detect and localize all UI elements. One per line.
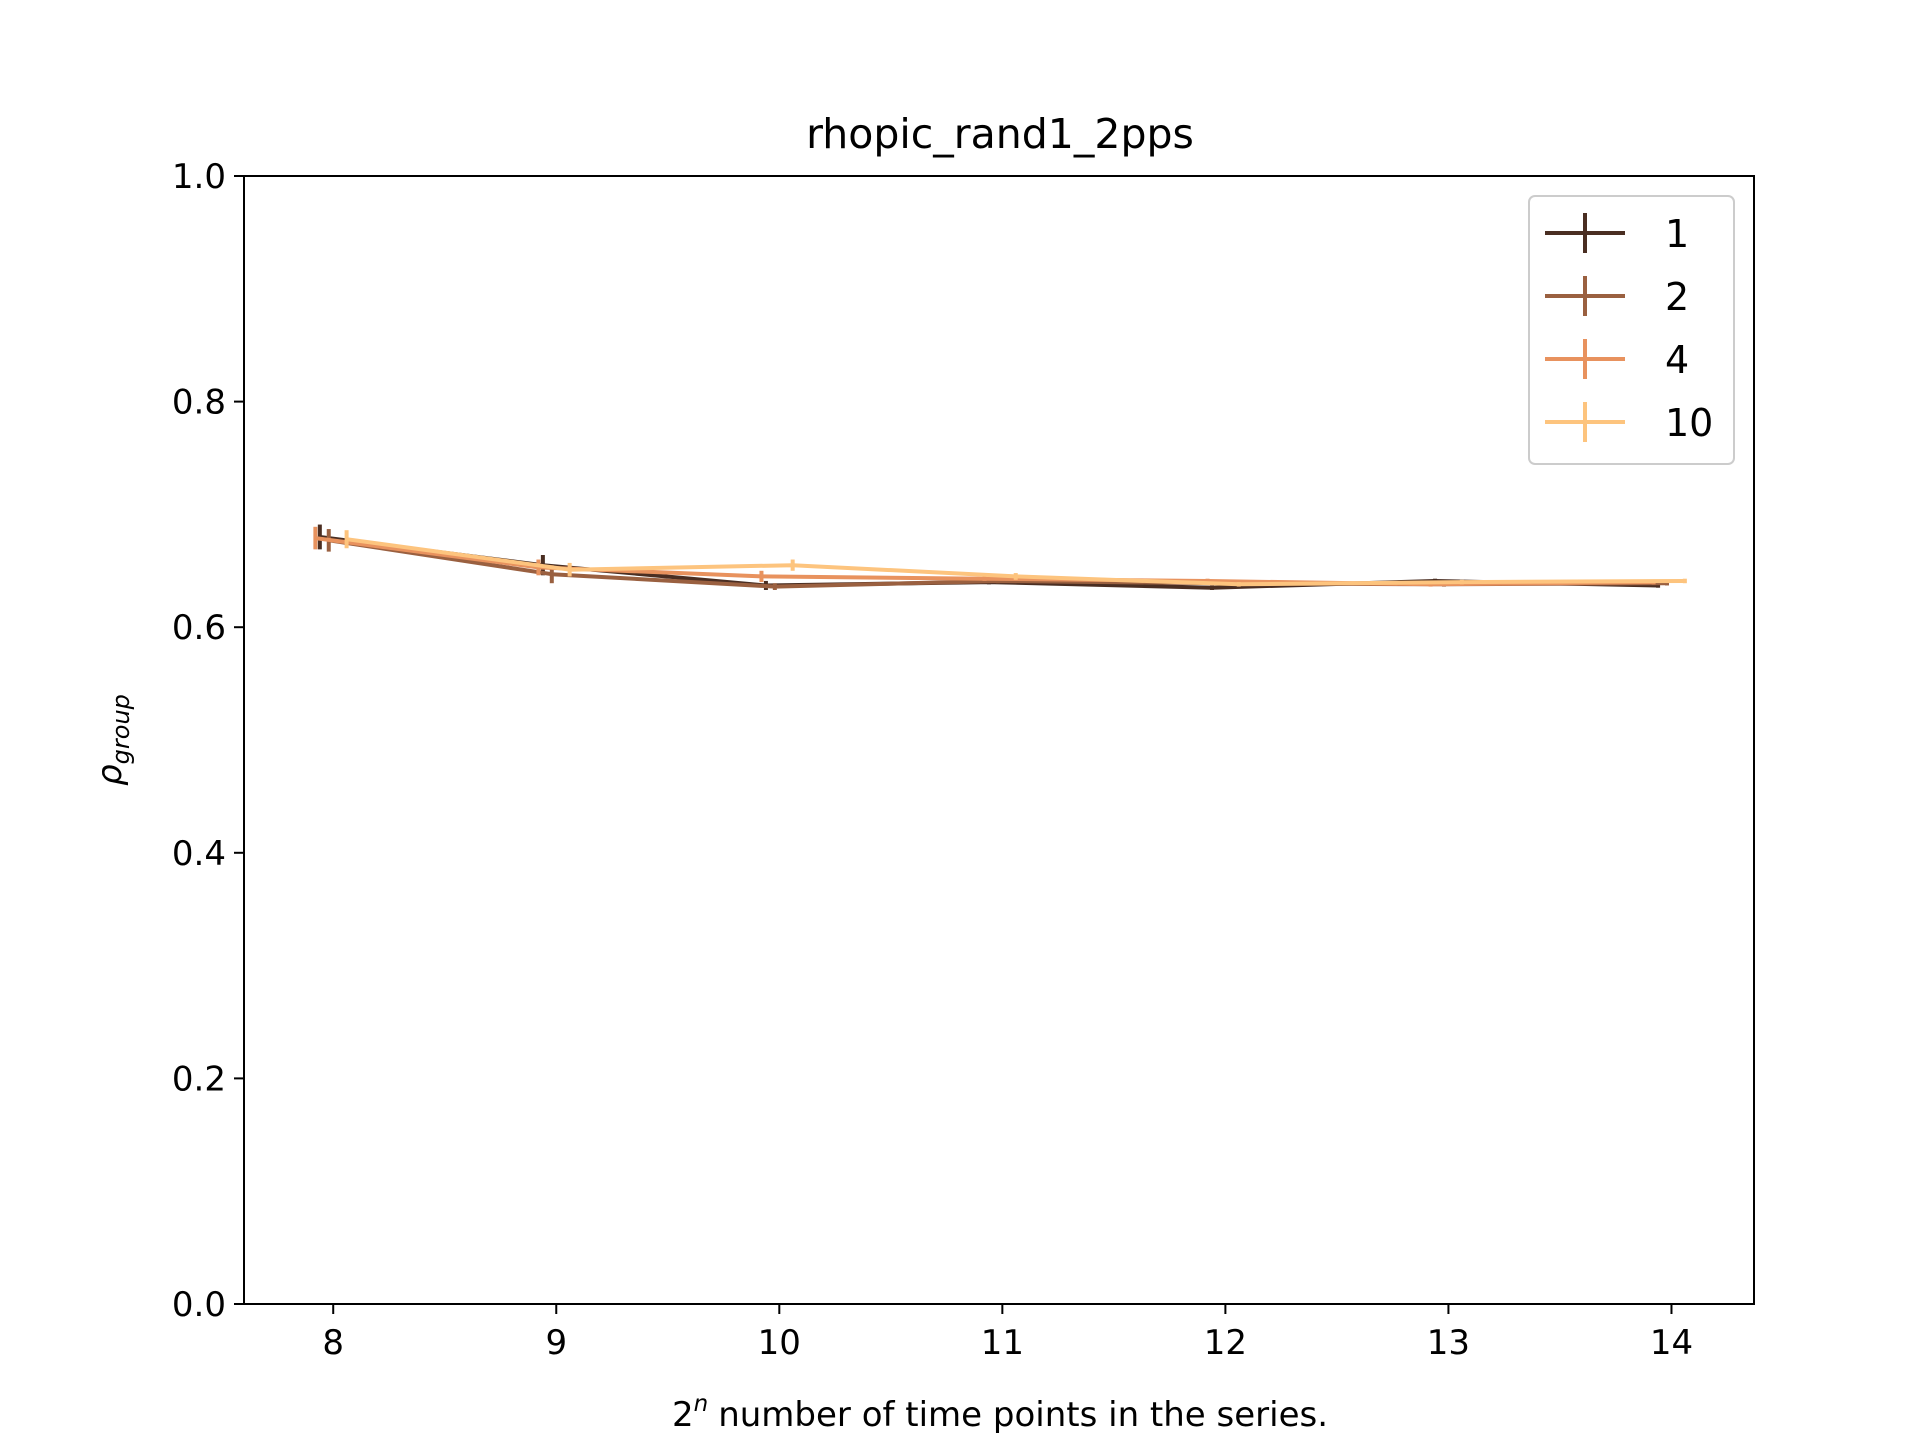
y-tick-label: 0.4 [172, 834, 226, 874]
legend-label: 4 [1665, 338, 1689, 382]
y-axis-label: ρgroup [90, 694, 135, 786]
x-axis-label-superscript: n [694, 1391, 709, 1417]
x-tick-label: 14 [1650, 1323, 1693, 1363]
y-tick-label: 0.0 [172, 1285, 226, 1325]
data-point [773, 585, 777, 589]
legend-label: 2 [1665, 275, 1689, 319]
data-point [345, 537, 349, 541]
data-point [1460, 580, 1464, 584]
data-point [759, 574, 763, 578]
y-tick-label: 0.2 [172, 1059, 226, 1099]
x-axis: 8 9 10 11 12 13 14 [322, 1304, 1693, 1363]
data-point [550, 572, 554, 576]
y-tick-label: 0.6 [172, 608, 226, 648]
x-tick-label: 10 [758, 1323, 801, 1363]
data-point [791, 563, 795, 567]
legend-box [1528, 195, 1735, 465]
data-point [1014, 574, 1018, 578]
y-tick-label: 0.8 [172, 383, 226, 423]
x-tick-label: 8 [322, 1323, 344, 1363]
data-point [1210, 586, 1214, 590]
x-axis-label-base: 2 [672, 1395, 694, 1435]
x-axis-label-text: number of time points in the series. [718, 1395, 1328, 1435]
data-point [1237, 582, 1241, 586]
y-tick-label: 1.0 [172, 157, 226, 197]
x-tick-label: 12 [1204, 1323, 1247, 1363]
plot-frame [243, 175, 1755, 1305]
data-point [983, 577, 987, 581]
data-point [313, 536, 317, 540]
x-tick-label: 11 [981, 1323, 1024, 1363]
legend-label: 1 [1665, 212, 1689, 256]
y-axis-label-subscript: group [107, 694, 135, 764]
y-axis: 0.0 0.2 0.4 0.6 0.8 1.0 [172, 157, 244, 1325]
legend: 1 2 4 10 [1528, 195, 1735, 465]
legend-label: 10 [1665, 401, 1713, 445]
series-10 [344, 530, 1687, 587]
x-axis-label: 2n number of time points in the series. [672, 1391, 1328, 1435]
data-point [1683, 579, 1687, 583]
data-point [568, 568, 572, 572]
y-axis-label-symbol: ρ [90, 764, 130, 786]
data-layer [313, 524, 1687, 590]
x-tick-label: 9 [545, 1323, 567, 1363]
chart-title: rhopic_rand1_2pps [806, 110, 1194, 158]
x-tick-label: 13 [1427, 1323, 1470, 1363]
